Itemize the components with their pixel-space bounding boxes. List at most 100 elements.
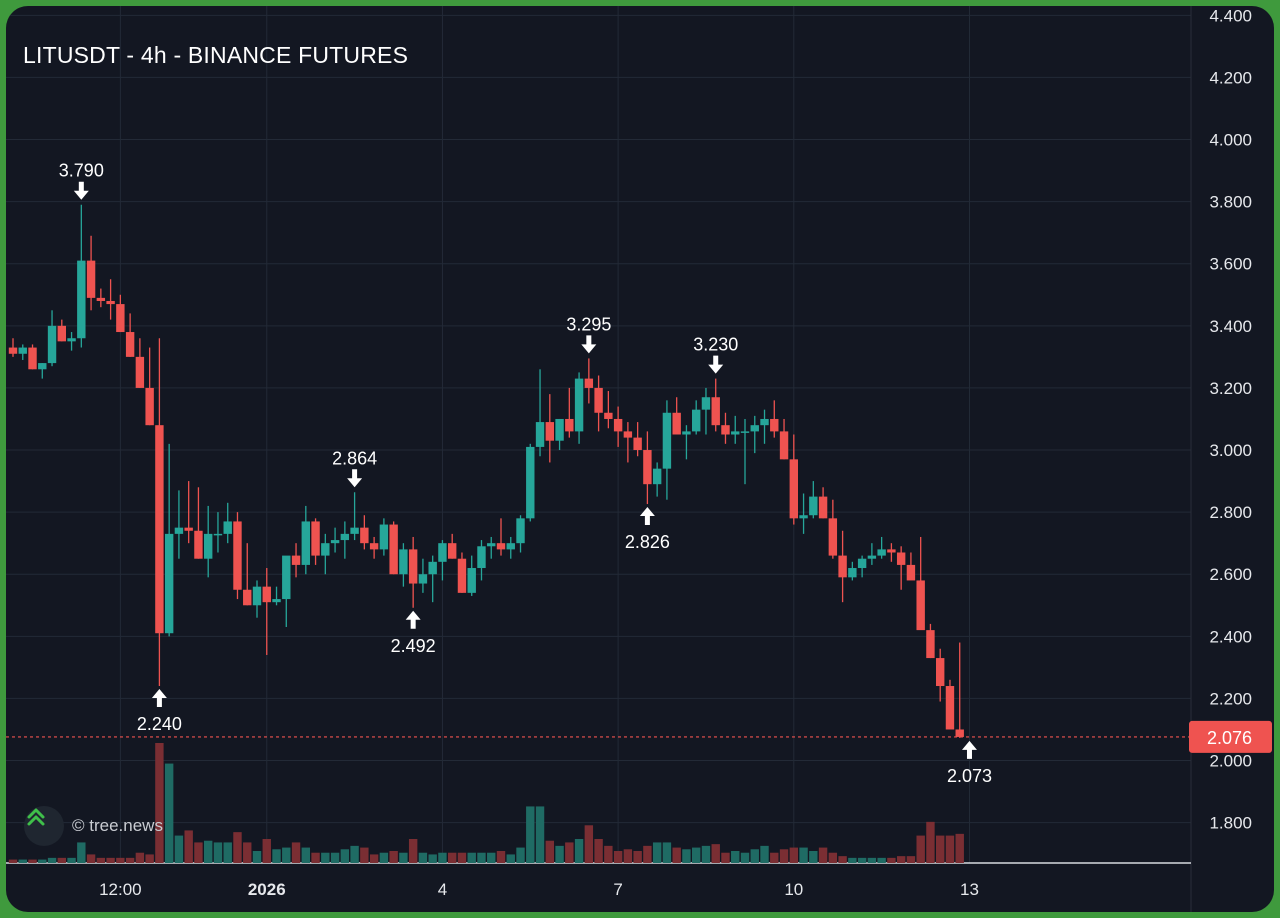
candle bbox=[67, 332, 76, 351]
candle-body bbox=[243, 589, 252, 606]
candle bbox=[457, 552, 467, 593]
candle-body bbox=[789, 459, 798, 519]
candle bbox=[311, 518, 320, 565]
candle-body bbox=[106, 300, 115, 305]
candle bbox=[526, 443, 535, 522]
y-tick-label: 3.800 bbox=[1209, 193, 1252, 212]
candle bbox=[47, 310, 57, 367]
candle bbox=[496, 518, 506, 556]
candle-body bbox=[926, 630, 935, 659]
candle-body bbox=[838, 555, 847, 578]
swing-high-marker: 3.295 bbox=[566, 314, 611, 354]
candle bbox=[350, 492, 359, 541]
candle bbox=[799, 493, 808, 534]
candle-body bbox=[896, 552, 906, 565]
candle-body bbox=[565, 418, 574, 432]
candle-body bbox=[428, 561, 437, 575]
candle bbox=[184, 481, 193, 544]
chart-title: LITUSDT - 4h - BINANCE FUTURES bbox=[23, 42, 409, 68]
candle bbox=[213, 512, 223, 553]
candle bbox=[848, 561, 857, 581]
candle-body bbox=[604, 412, 613, 419]
candle-body bbox=[643, 450, 652, 485]
volume-bar bbox=[643, 845, 652, 863]
volume-bar bbox=[379, 852, 389, 863]
candle bbox=[194, 487, 203, 559]
volume-bar bbox=[47, 857, 57, 863]
candle bbox=[28, 344, 37, 370]
candle bbox=[243, 543, 252, 606]
volume-bar bbox=[867, 857, 877, 863]
candle-body bbox=[662, 412, 672, 469]
volume-bar bbox=[116, 857, 125, 863]
candle bbox=[926, 623, 935, 659]
volume-bar bbox=[164, 763, 174, 863]
volume-bar bbox=[125, 857, 135, 863]
y-tick-label: 4.200 bbox=[1209, 68, 1252, 87]
candle bbox=[740, 418, 750, 485]
volume-bar bbox=[672, 847, 681, 863]
volume-bar bbox=[38, 859, 47, 863]
volume-bar bbox=[223, 842, 232, 863]
swing-low-label: 2.826 bbox=[625, 532, 670, 552]
candle bbox=[779, 418, 789, 460]
swing-low-label: 2.492 bbox=[391, 636, 436, 656]
candle-body bbox=[496, 543, 506, 550]
candle bbox=[516, 515, 525, 553]
volume-bar bbox=[604, 845, 613, 863]
candle bbox=[252, 580, 262, 618]
candle-body bbox=[731, 431, 740, 435]
last-price-label: 2.076 bbox=[1207, 728, 1252, 748]
candle-body bbox=[272, 599, 281, 603]
volume-bar bbox=[906, 856, 916, 863]
volume-bar bbox=[955, 833, 964, 863]
volume-bar bbox=[926, 821, 935, 863]
chart-frame: 4.400 4.200 4.000 3.800 3.600 3.400 3.200 3.000… bbox=[6, 6, 1274, 912]
candle-body bbox=[535, 422, 545, 447]
candle bbox=[613, 406, 623, 447]
candle bbox=[545, 394, 554, 463]
candle bbox=[408, 536, 418, 608]
candle-body bbox=[672, 412, 681, 435]
candle bbox=[818, 487, 828, 519]
watermark: © tree.news bbox=[24, 806, 163, 846]
candle-body bbox=[96, 297, 106, 301]
candle bbox=[945, 679, 955, 730]
candle-body bbox=[809, 496, 818, 516]
candle-body bbox=[828, 518, 838, 556]
volume-bar bbox=[731, 851, 740, 863]
candle bbox=[857, 555, 867, 578]
volume-bar bbox=[428, 854, 437, 863]
volume-bar bbox=[243, 842, 252, 863]
candle bbox=[633, 422, 642, 457]
volume-bar bbox=[936, 835, 945, 863]
candle-body bbox=[340, 533, 350, 541]
candle-body bbox=[701, 397, 711, 410]
candle bbox=[57, 319, 66, 342]
y-tick-label: 3.000 bbox=[1209, 441, 1252, 460]
candle-body bbox=[916, 580, 925, 631]
candle bbox=[174, 490, 184, 559]
candle bbox=[701, 387, 711, 435]
candle bbox=[584, 358, 594, 404]
candle-body bbox=[818, 496, 828, 519]
last-price-tag bbox=[1189, 720, 1272, 753]
candle-body bbox=[125, 332, 135, 357]
candle-body bbox=[692, 409, 701, 432]
arrow-down-icon bbox=[347, 469, 363, 488]
volume-bar bbox=[330, 852, 340, 863]
volume-bar bbox=[496, 851, 506, 863]
volume-bar bbox=[399, 852, 408, 863]
volume-bar bbox=[506, 854, 515, 863]
candle-body bbox=[857, 558, 867, 569]
arrow-down-icon bbox=[73, 181, 89, 200]
candle-body bbox=[457, 558, 467, 593]
candle bbox=[321, 533, 330, 575]
candle bbox=[38, 363, 47, 379]
candle-body bbox=[623, 431, 633, 438]
volume-bar bbox=[877, 857, 886, 863]
volume-bar bbox=[408, 839, 418, 863]
candle-body bbox=[906, 564, 916, 581]
swing-low-marker: 2.826 bbox=[625, 507, 670, 552]
volume-bar bbox=[682, 849, 691, 863]
